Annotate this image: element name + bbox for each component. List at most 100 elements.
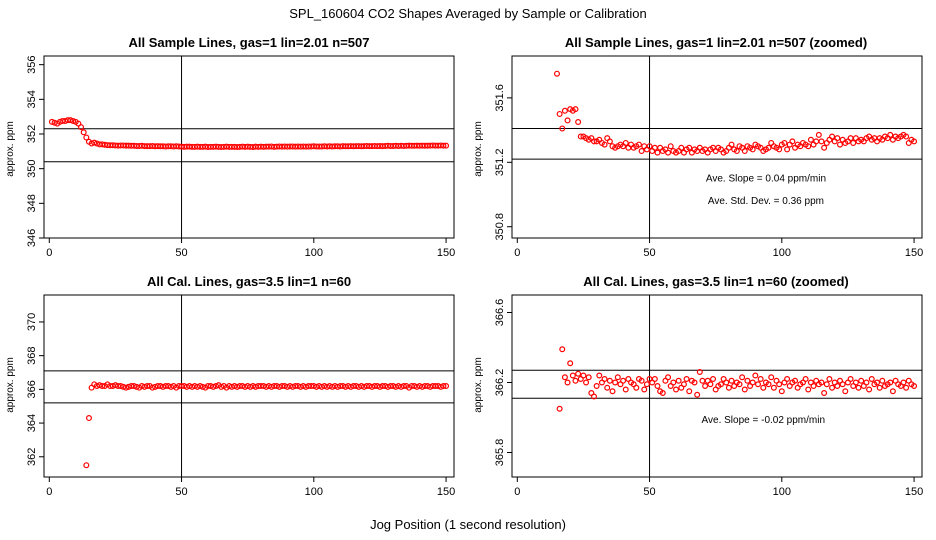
data-point <box>612 379 619 386</box>
data-point <box>154 383 161 390</box>
data-point <box>829 384 836 391</box>
y-axis-label: approx. ppm <box>5 357 16 413</box>
y-tick-label: 350.8 <box>494 213 506 241</box>
data-point <box>569 372 576 379</box>
data-point <box>768 374 775 381</box>
data-point <box>852 379 859 386</box>
data-point <box>361 383 368 390</box>
data-point <box>572 106 579 113</box>
data-point <box>784 376 791 383</box>
data-point <box>96 382 103 389</box>
x-tick-label: 100 <box>773 486 791 498</box>
data-point <box>784 146 791 153</box>
data-point <box>197 383 204 390</box>
annotation: Ave. Std. Dev. = 0.36 ppm <box>708 196 824 207</box>
data-point <box>564 379 571 386</box>
data-point <box>686 388 693 395</box>
data-point <box>99 383 106 390</box>
panel-title: All Sample Lines, gas=1 lin=2.01 n=507 (… <box>565 35 867 50</box>
data-point <box>887 379 894 386</box>
annotation: Ave. Slope = -0.02 ppm/min <box>702 415 826 426</box>
data-point <box>78 124 85 131</box>
data-point <box>152 383 159 390</box>
data-point <box>641 386 648 393</box>
data-point <box>162 383 169 390</box>
data-point <box>805 143 812 150</box>
data-point <box>866 386 873 393</box>
data-point <box>80 129 87 136</box>
panel-title: All Cal. Lines, gas=3.5 lin=1 n=60 (zoom… <box>583 274 849 289</box>
data-point <box>112 382 119 389</box>
data-point <box>59 117 66 124</box>
data-point <box>739 374 746 381</box>
data-point <box>699 377 706 384</box>
data-point <box>606 138 613 145</box>
data-point <box>807 136 814 143</box>
panel-sample-lines: All Sample Lines, gas=1 lin=2.01 n=507 a… <box>5 35 455 259</box>
data-point <box>553 70 560 77</box>
data-point <box>874 379 881 386</box>
data-point <box>776 381 783 388</box>
x-tick-label: 100 <box>773 247 791 259</box>
data-point <box>400 383 407 390</box>
plot-frame <box>43 294 455 478</box>
data-point <box>48 118 55 125</box>
data-point <box>107 383 114 390</box>
data-point <box>889 388 896 395</box>
data-point <box>778 388 785 395</box>
data-point <box>376 383 383 390</box>
data-point <box>643 381 650 388</box>
data-point <box>847 135 854 142</box>
y-tick-label: 348 <box>26 194 38 212</box>
data-point <box>606 377 613 384</box>
data-point <box>646 143 653 150</box>
data-point <box>167 383 174 390</box>
annotation: Ave. Slope = 0.04 ppm/min <box>706 174 826 185</box>
data-point <box>178 383 185 390</box>
data-point <box>257 383 264 390</box>
data-point <box>289 383 296 390</box>
data-point <box>651 144 658 151</box>
data-point <box>125 383 132 390</box>
plot-frame <box>43 55 455 239</box>
data-point <box>64 117 71 124</box>
data-point <box>744 377 751 384</box>
data-point <box>387 383 394 390</box>
data-point <box>130 383 137 390</box>
data-point <box>694 391 701 398</box>
data-point <box>279 383 286 390</box>
data-point <box>810 383 817 390</box>
y-tick-label: 365.8 <box>494 439 506 467</box>
y-tick-label: 368 <box>26 346 38 364</box>
data-point <box>212 383 219 390</box>
data-point <box>302 383 309 390</box>
data-point <box>654 383 661 390</box>
data-point <box>70 117 77 124</box>
data-point <box>760 384 767 391</box>
data-point <box>62 117 69 124</box>
data-point <box>855 384 862 391</box>
data-point <box>678 144 685 151</box>
y-tick-label: 370 <box>26 313 38 331</box>
data-point <box>834 135 841 142</box>
y-tick-label: 364 <box>26 414 38 432</box>
x-tick-label: 0 <box>46 247 52 259</box>
data-point <box>911 383 918 390</box>
data-point <box>93 140 100 147</box>
data-point <box>818 379 825 386</box>
data-point <box>741 386 748 393</box>
data-point <box>443 383 450 390</box>
data-point <box>707 381 714 388</box>
data-point <box>133 383 140 390</box>
data-point <box>675 377 682 384</box>
y-tick-label: 366 <box>26 380 38 398</box>
data-point <box>308 383 315 390</box>
data-point <box>160 383 167 390</box>
data-point <box>826 376 833 383</box>
data-point <box>590 393 597 400</box>
data-point <box>665 374 672 381</box>
y-axis-label: approx. ppm <box>5 121 16 177</box>
figure-xlabel: Jog Position (1 second resolution) <box>370 517 566 532</box>
data-point <box>638 148 645 155</box>
plot-frame <box>511 294 923 478</box>
